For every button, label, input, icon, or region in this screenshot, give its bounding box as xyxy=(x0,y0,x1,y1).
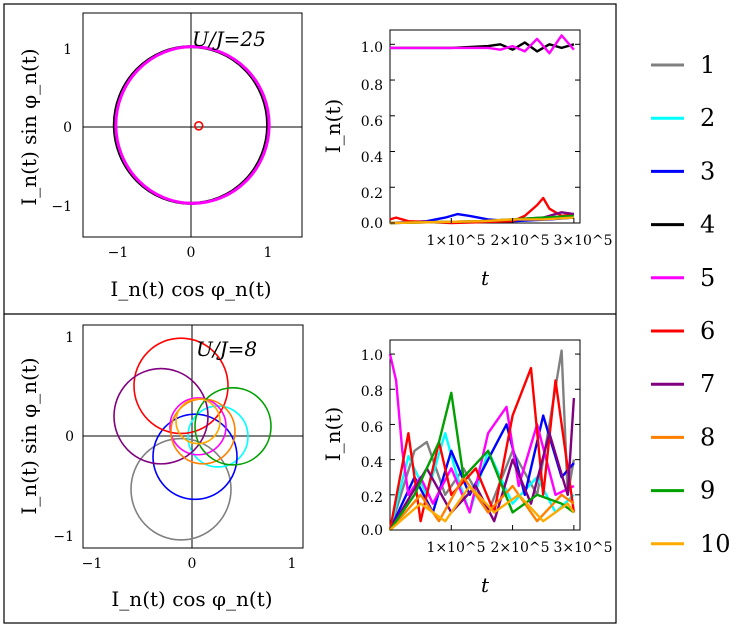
time-bottom-ytick: 0.8 xyxy=(361,384,383,400)
legend-label: 5 xyxy=(700,264,715,292)
time-top-ytick: 1.0 xyxy=(361,40,383,56)
orbit-series-10 xyxy=(175,398,221,445)
time-bottom-ytick: 0.6 xyxy=(361,420,383,436)
legend-item-10: 10 xyxy=(651,530,731,558)
phase-top-ytick: −1 xyxy=(51,199,72,215)
phase-bottom-ytick: 0 xyxy=(65,429,74,445)
legend-label: 1 xyxy=(700,51,715,79)
time-plot-bottom-curves xyxy=(388,349,576,531)
time-bottom-xlabel: t xyxy=(481,573,490,597)
phase-bottom-ytick: 1 xyxy=(65,330,74,346)
legend-item-5: 5 xyxy=(651,264,715,292)
time-top-xtick: 1×10^5 xyxy=(426,233,485,249)
phase-plot-bottom-curves xyxy=(113,337,272,541)
time-bottom-xtick: 1×10^5 xyxy=(426,540,485,556)
time-plot-bottom-ticks xyxy=(390,353,580,531)
legend-item-8: 8 xyxy=(651,423,715,451)
phase-bottom-ytick: −1 xyxy=(53,529,74,545)
legend-label: 4 xyxy=(700,211,715,239)
phase-plot-top-curves xyxy=(112,45,271,205)
legend: 1 2 3 4 5 6 7 8 9 10 xyxy=(651,51,731,558)
orbit-series-1 xyxy=(130,437,232,541)
time-top-ytick: 0.0 xyxy=(361,216,383,232)
time-bottom-xtick: 2×10^5 xyxy=(490,540,549,556)
time-top-ytick: 0.6 xyxy=(361,114,383,130)
annotation-top: U/J=25 xyxy=(192,27,266,51)
phase-plot-top: U/J=25 −1 0 1 1 0 −1 I_n(t) cos φ_n(t) I… xyxy=(17,12,303,301)
legend-label: 8 xyxy=(700,423,715,451)
time-bottom-ytick: 1.0 xyxy=(361,348,383,364)
phase-top-xtick: 0 xyxy=(187,245,196,261)
legend-item-2: 2 xyxy=(651,104,715,132)
time-series-9 xyxy=(389,391,575,531)
time-plot-top-ticks xyxy=(390,43,580,224)
time-top-xtick: 2×10^5 xyxy=(490,233,549,249)
legend-label: 7 xyxy=(700,370,715,398)
legend-item-3: 3 xyxy=(651,157,715,185)
legend-label: 6 xyxy=(700,317,715,345)
legend-item-9: 9 xyxy=(651,477,715,505)
legend-label: 3 xyxy=(700,157,715,185)
time-bottom-ylabel: I_n(t) xyxy=(321,407,345,461)
time-bottom-ytick: 0.2 xyxy=(361,490,383,506)
time-series-10 xyxy=(389,484,575,531)
orbit-series-6 xyxy=(133,337,229,435)
phase-plot-top-frame xyxy=(82,12,303,238)
legend-label: 9 xyxy=(700,477,715,505)
legend-label: 2 xyxy=(700,104,715,132)
time-series-8 xyxy=(389,476,575,531)
orbit-series-9 xyxy=(194,387,272,466)
time-plot-top-curves xyxy=(389,34,575,225)
legend-label: 10 xyxy=(700,530,731,558)
phase-plot-bottom: U/J=8 −1 0 1 1 0 −1 I_n(t) cos φ_n(t) I_… xyxy=(17,324,304,611)
phase-top-ytick: 1 xyxy=(63,42,72,58)
phase-bottom-xlabel: I_n(t) cos φ_n(t) xyxy=(111,587,272,611)
phase-bottom-ylabel: I_n(t) sin φ_n(t) xyxy=(17,357,41,514)
time-plot-top-frame xyxy=(389,29,581,224)
time-top-ytick: 0.4 xyxy=(361,150,383,166)
phase-bottom-xtick: 1 xyxy=(288,556,297,572)
phase-bottom-xtick: 0 xyxy=(188,556,197,572)
time-plot-bottom: 1.0 0.8 0.6 0.4 0.2 0.0 1×10^5 2×10^5 3×… xyxy=(321,339,613,597)
phase-top-ytick: 0 xyxy=(63,120,72,136)
orbit-series-3 xyxy=(152,413,238,501)
time-series-5 xyxy=(390,34,575,55)
time-top-ytick: 0.8 xyxy=(361,78,383,94)
phase-top-xtick: 1 xyxy=(264,245,273,261)
time-series-6 xyxy=(389,196,575,225)
legend-item-1: 1 xyxy=(651,51,715,79)
time-top-ylabel: I_n(t) xyxy=(321,99,345,153)
legend-item-4: 4 xyxy=(651,211,715,239)
orbit-series-5 xyxy=(169,397,227,456)
orbit-series-5 xyxy=(114,45,271,205)
orbit-series-7 xyxy=(113,367,209,465)
legend-item-7: 7 xyxy=(651,370,715,398)
time-bottom-xtick: 3×10^5 xyxy=(553,540,612,556)
time-top-xtick: 3×10^5 xyxy=(553,233,612,249)
annotation-bottom: U/J=8 xyxy=(196,337,257,361)
phase-bottom-xtick: −1 xyxy=(82,556,103,572)
orbit-series-6 xyxy=(194,121,204,131)
phase-top-xlabel: I_n(t) cos φ_n(t) xyxy=(110,277,271,301)
time-top-ytick: 0.2 xyxy=(361,186,383,202)
time-bottom-ytick: 0.4 xyxy=(361,455,383,471)
phase-top-xtick: −1 xyxy=(108,245,129,261)
time-plot-bottom-frame xyxy=(389,339,581,531)
phase-top-ylabel: I_n(t) sin φ_n(t) xyxy=(17,48,41,205)
legend-item-6: 6 xyxy=(651,317,715,345)
time-plot-top: 1.0 0.8 0.6 0.4 0.2 0.0 1×10^5 2×10^5 3×… xyxy=(321,29,613,290)
time-top-xlabel: t xyxy=(481,266,490,290)
time-bottom-ytick: 0.0 xyxy=(361,523,383,539)
